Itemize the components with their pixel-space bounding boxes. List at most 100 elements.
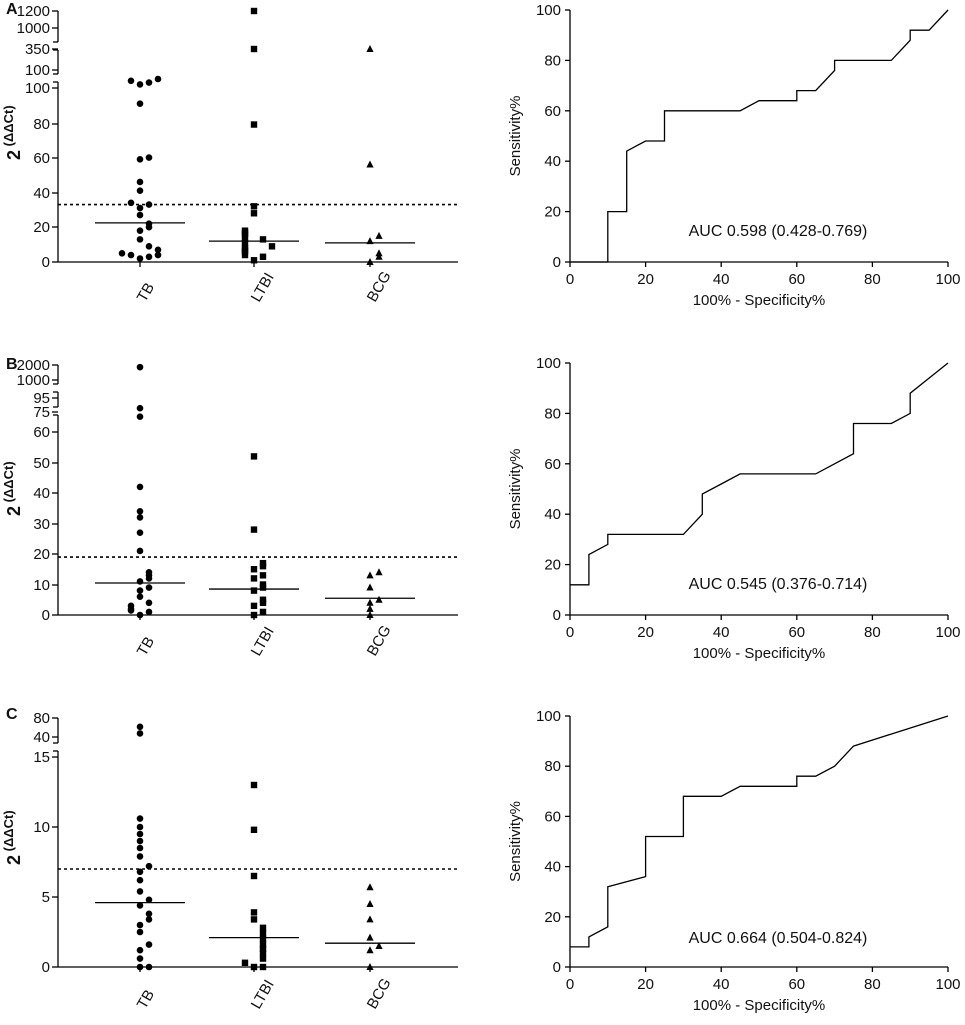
y-tick-label: 350 [25,41,50,58]
auc-annotation: AUC 0.598 (0.428-0.769) [689,223,868,240]
data-point-tb [136,928,144,936]
data-point-ltbi [250,826,258,833]
roc-x-tick-label: 80 [864,271,881,288]
roc-x-tick-label: 0 [566,271,574,288]
roc-y-tick-label: 100 [536,355,561,372]
data-point-tb [136,211,144,219]
auc-annotation: AUC 0.664 (0.504-0.824) [689,930,868,947]
data-point-ltbi [259,581,267,588]
data-point-tb [136,830,144,838]
data-point-tb [136,404,144,412]
roc-y-tick-label: 0 [553,959,561,976]
y-tick-label: 30 [33,516,50,533]
y-tick-label: 20 [33,219,50,236]
data-point-tb [127,602,135,610]
data-point-tb [136,837,144,845]
data-point-tb [136,876,144,884]
y-tick-label: 1200 [17,3,50,20]
y-tick-label: 100 [25,62,50,79]
data-point-tb [145,154,153,161]
data-point-ltbi [259,945,267,952]
roc-y-tick-label: 60 [544,103,561,120]
data-point-tb [136,547,144,555]
y-label-exponent: (ΔΔCt) [1,461,16,506]
roc-y-tick-label: 100 [536,2,561,19]
data-point-ltbi [250,602,258,610]
data-point-ltbi [250,121,258,128]
data-point-ltbi [250,7,258,15]
roc-curve [570,715,949,948]
data-point-tb [127,77,135,85]
roc-x-tick-label: 60 [788,624,805,641]
y-tick-label: 95 [33,390,50,407]
data-point-ltbi [241,251,249,259]
data-point-bcg [375,595,383,603]
roc-y-tick-label: 60 [544,808,561,825]
category-label: BCG [364,268,395,305]
data-point-tb [154,251,162,259]
data-point-tb [136,868,144,876]
data-point-ltbi [241,959,249,966]
data-point-ltbi [259,236,267,243]
data-point-tb [136,204,144,212]
y-tick-label: 0 [42,254,50,271]
y-tick-label: 2000 [17,357,50,374]
roc-y-axis-label: Sensitivity% [507,801,524,882]
data-point-tb [145,79,153,86]
data-point-ltbi [250,909,258,916]
data-point-ltbi [259,924,267,931]
category-label: LTBI [248,624,278,659]
data-point-bcg [366,583,374,591]
roc-x-tick-label: 40 [713,624,730,641]
y-tick-label: 1000 [17,20,50,37]
data-point-bcg [366,598,374,606]
roc-y-tick-label: 0 [553,607,561,624]
data-point-tb [136,946,144,954]
roc-curve [570,362,949,586]
data-point-ltbi [250,916,258,923]
data-point-ltbi [250,203,258,210]
data-point-tb [145,243,153,250]
data-point-ltbi [241,234,249,241]
strip-plot: 0 5 10 15 40 80 2 (ΔΔCt) TB LTBI BCG [1,710,458,1012]
y-tick-label: 60 [33,150,50,167]
data-point-ltbi [259,941,267,948]
data-point-bcg [366,933,374,941]
data-point-bcg [366,963,374,970]
data-point-tb [136,853,144,860]
roc-x-tick-label: 40 [713,271,730,288]
data-point-bcg [366,900,374,907]
data-point-ltbi [259,596,267,603]
data-point-bcg [366,611,374,618]
roc-y-tick-label: 80 [544,405,561,422]
roc-y-tick-label: 20 [544,557,561,574]
panel-letter: A [6,1,18,18]
data-point-bcg [366,915,374,923]
data-point-ltbi [250,587,258,594]
y-label-exponent: (ΔΔCt) [1,105,16,150]
roc-x-tick-label: 20 [637,624,654,641]
data-point-tb [136,730,144,737]
data-point-tb [136,902,144,909]
data-point-tb [136,156,144,163]
roc-y-tick-label: 20 [544,909,561,926]
roc-x-axis-label: 100% - Specificity% [693,997,826,1014]
data-point-tb [136,413,144,421]
data-point-tb [136,587,144,594]
roc-x-tick-label: 20 [637,271,654,288]
y-label-base: 2 [4,506,24,516]
y-tick-label: 10 [33,819,50,836]
y-tick-label: 20 [33,546,50,563]
roc-x-tick-label: 0 [566,624,574,641]
data-point-tb [145,862,153,870]
data-point-ltbi [241,239,249,247]
data-point-tb [136,81,144,88]
data-point-ltbi [241,227,249,234]
data-point-tb [136,363,144,371]
roc-y-tick-label: 100 [536,708,561,725]
data-point-tb [145,599,153,607]
roc-x-tick-label: 60 [788,976,805,993]
